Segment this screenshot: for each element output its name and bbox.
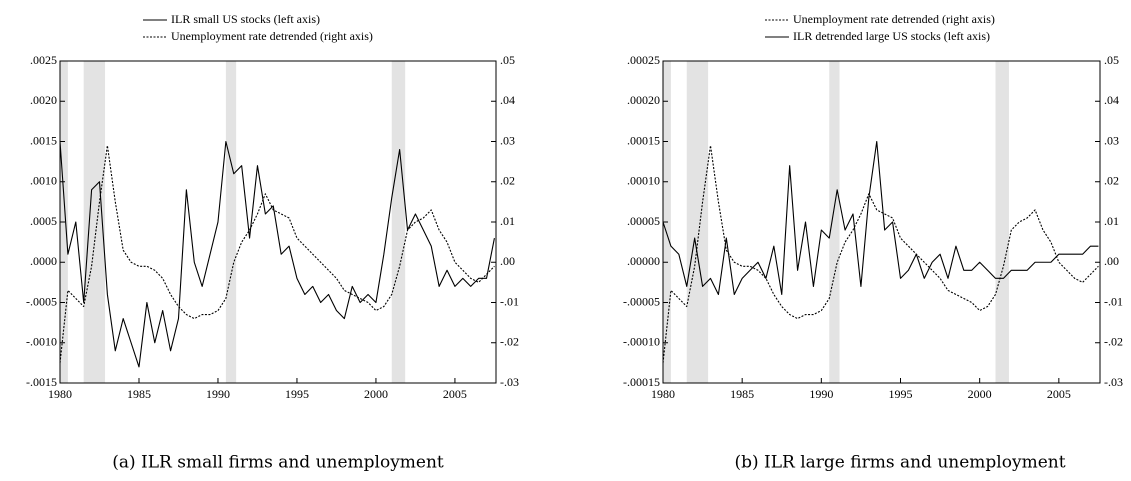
y-tick-label: .00020 — [627, 93, 660, 107]
x-tick-label: 1990 — [809, 387, 833, 401]
y2-tick-label: -.01 — [1104, 294, 1123, 308]
y2-tick-label: .05 — [1104, 53, 1119, 67]
recession-band — [829, 61, 840, 383]
y-tick-label: .00010 — [627, 174, 660, 188]
y2-tick-label: .05 — [500, 53, 515, 67]
y2-tick-label: -.03 — [1104, 375, 1123, 389]
x-tick-label: 1985 — [730, 387, 754, 401]
y-tick-label: .0000 — [30, 254, 57, 268]
y2-tick-label: -.02 — [1104, 335, 1123, 349]
y-tick-label: .0015 — [30, 133, 57, 147]
y-tick-label: -.0005 — [26, 294, 57, 308]
y-tick-label: -.00010 — [623, 335, 660, 349]
legend-label: Unemployment rate detrended (right axis) — [793, 12, 995, 26]
x-tick-label: 2000 — [968, 387, 992, 401]
data-line — [59, 144, 495, 363]
recession-band — [83, 61, 106, 383]
y-tick-label: -.00005 — [623, 294, 660, 308]
legend-label: Unemployment rate detrended (right axis) — [171, 29, 373, 43]
plot-frame — [662, 60, 1101, 384]
y2-tick-label: .04 — [500, 93, 515, 107]
recession-band — [995, 61, 1009, 383]
y-tick-label: .0005 — [30, 214, 57, 228]
caption: (a) ILR small firms and unemployment — [112, 453, 444, 473]
y2-tick-label: .02 — [500, 174, 515, 188]
x-tick-label: 2005 — [443, 387, 467, 401]
y-tick-label: .00000 — [627, 254, 660, 268]
y2-tick-label: .02 — [1104, 174, 1119, 188]
y-tick-label: -.0015 — [26, 375, 57, 389]
x-tick-label: 1990 — [206, 387, 230, 401]
y2-tick-label: .01 — [1104, 214, 1119, 228]
caption: (b) ILR large firms and unemployment — [734, 453, 1065, 473]
y2-tick-label: .03 — [1104, 133, 1119, 147]
recession-band — [391, 61, 406, 383]
x-tick-label: 1980 — [651, 387, 675, 401]
y2-tick-label: .03 — [500, 133, 515, 147]
y-tick-label: .00025 — [627, 53, 660, 67]
legend-label: ILR detrended large US stocks (left axis… — [793, 29, 990, 43]
y2-tick-label: -.01 — [500, 294, 519, 308]
x-tick-label: 1980 — [48, 387, 72, 401]
plot-frame — [59, 60, 497, 384]
y-tick-label: .00015 — [627, 133, 660, 147]
y-tick-label: -.0010 — [26, 335, 57, 349]
data-line — [662, 140, 1099, 295]
y-tick-label: .00005 — [627, 214, 660, 228]
y2-tick-label: .04 — [1104, 93, 1119, 107]
x-tick-label: 2000 — [364, 387, 388, 401]
x-tick-label: 1995 — [285, 387, 309, 401]
y2-tick-label: .00 — [1104, 254, 1119, 268]
y-tick-label: -.00015 — [623, 375, 660, 389]
data-line — [59, 140, 495, 368]
y-tick-label: .0025 — [30, 53, 57, 67]
x-tick-label: 2005 — [1047, 387, 1071, 401]
y2-tick-label: .00 — [500, 254, 515, 268]
x-tick-label: 1995 — [889, 387, 913, 401]
legend-label: ILR small US stocks (left axis) — [171, 12, 320, 26]
recession-band — [686, 61, 709, 383]
y2-tick-label: .01 — [500, 214, 515, 228]
x-tick-label: 1985 — [127, 387, 151, 401]
recession-band — [225, 61, 237, 383]
y-tick-label: .0010 — [30, 174, 57, 188]
y2-tick-label: -.02 — [500, 335, 519, 349]
y2-tick-label: -.03 — [500, 375, 519, 389]
y-tick-label: .0020 — [30, 93, 57, 107]
